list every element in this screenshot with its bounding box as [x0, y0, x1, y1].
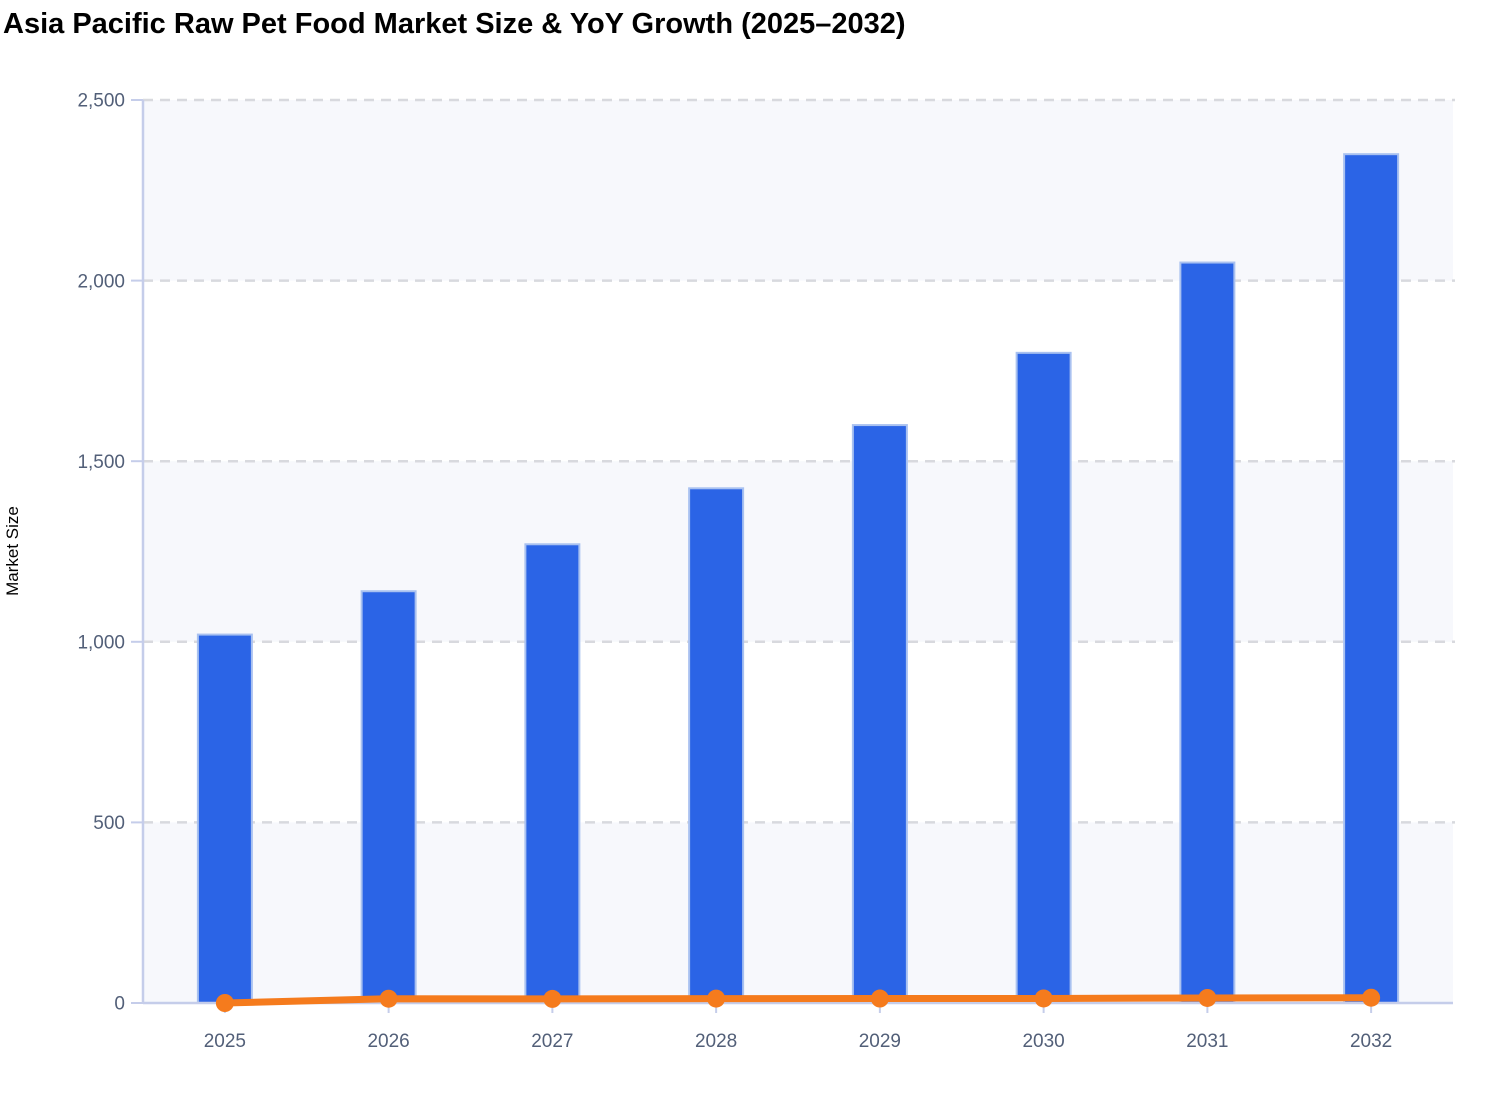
x-tick-label: 2026 [367, 1031, 409, 1052]
x-tick-label: 2031 [1186, 1031, 1228, 1052]
plot-area: 0 500 1,000 1,500 2,000 2,500 2025 2026 2027 2028… [77, 91, 1455, 1052]
y-tick-label: 2,000 [77, 271, 125, 292]
yoy-growth-line [224, 994, 1372, 1007]
x-tick-label: 2028 [695, 1031, 737, 1052]
plot-band [143, 461, 1453, 642]
y-tick-label: 500 [93, 813, 125, 834]
y-tick-label: 1,000 [77, 632, 125, 653]
plot-band [143, 100, 1453, 281]
x-tick-label: 2027 [531, 1031, 573, 1052]
x-tick-label: 2032 [1350, 1031, 1392, 1052]
bar-2025 [196, 633, 253, 1004]
y-axis-title: Market Size [3, 506, 22, 596]
x-tick-label: 2029 [859, 1031, 901, 1052]
yoy-growth-marker-2026 [379, 989, 398, 1008]
x-tick-label: 2030 [1022, 1031, 1064, 1052]
bar-2032 [1343, 153, 1400, 1004]
yoy-growth-marker-2028 [707, 989, 726, 1008]
yoy-growth-marker-2025 [215, 994, 234, 1012]
x-tick-label: 2025 [204, 1031, 246, 1052]
yoy-growth-marker-2032 [1362, 988, 1381, 1007]
bar-2026 [360, 590, 417, 1004]
yoy-growth-marker-2031 [1198, 988, 1217, 1007]
bar-2028 [688, 487, 745, 1005]
y-tick-label: 2,500 [77, 91, 125, 112]
bar-2029 [851, 424, 908, 1004]
yoy-growth-marker-2029 [870, 989, 889, 1008]
bar-2027 [524, 543, 581, 1004]
y-tick-label: 1,500 [77, 452, 125, 473]
plot-band [143, 822, 1453, 1003]
bar-2031 [1179, 261, 1236, 1005]
chart-title: Asia Pacific Raw Pet Food Market Size & … [3, 8, 906, 40]
y-tick-label: 0 [114, 994, 125, 1015]
yoy-growth-marker-2027 [543, 989, 562, 1008]
yoy-growth-marker-2030 [1034, 989, 1053, 1008]
bar-2030 [1015, 351, 1072, 1004]
